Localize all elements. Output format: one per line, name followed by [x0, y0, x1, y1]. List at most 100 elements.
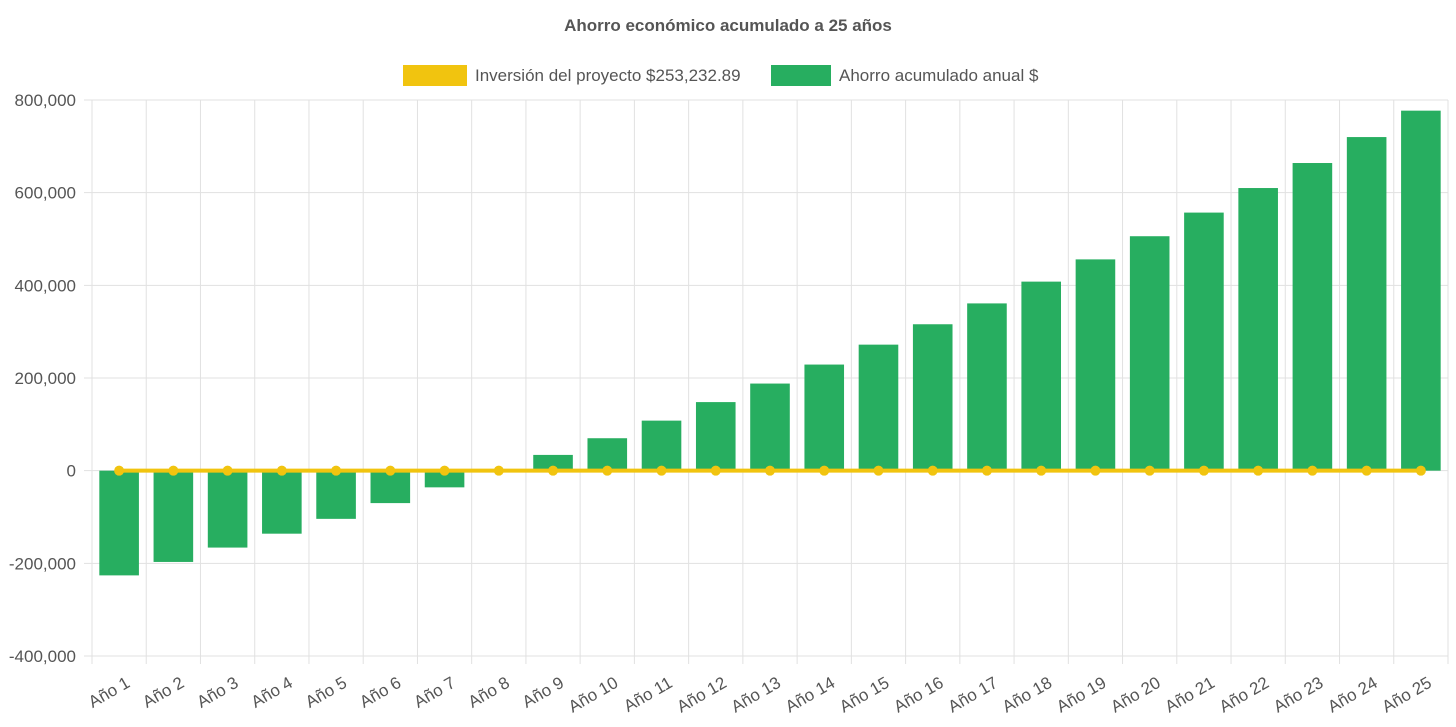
investment-point[interactable]	[927, 465, 938, 476]
x-tick-label: Año 7	[411, 673, 459, 712]
investment-point[interactable]	[1090, 465, 1101, 476]
x-tick-label: Año 1	[85, 673, 133, 712]
investment-point[interactable]	[222, 465, 233, 476]
legend-swatch-savings	[771, 65, 831, 86]
legend: Inversión del proyecto $253,232.89 Ahorr…	[403, 65, 1039, 86]
bar[interactable]	[316, 470, 356, 519]
x-tick-label: Año 4	[248, 673, 296, 712]
x-tick: Año 19	[1053, 673, 1109, 716]
investment-point[interactable]	[1036, 465, 1047, 476]
bar[interactable]	[858, 344, 899, 471]
bar[interactable]	[370, 470, 411, 504]
investment-point[interactable]	[1144, 465, 1155, 476]
investment-point[interactable]	[114, 465, 125, 476]
line-series	[114, 465, 1426, 476]
investment-point[interactable]	[819, 465, 830, 476]
investment-point[interactable]	[981, 465, 992, 476]
bar[interactable]	[1021, 281, 1061, 471]
x-tick: Año 25	[1379, 673, 1435, 716]
bar-series	[99, 110, 1441, 576]
legend-label-investment: Inversión del proyecto $253,232.89	[475, 66, 741, 85]
bar[interactable]	[1184, 212, 1224, 471]
y-tick-label: -400,000	[9, 647, 76, 666]
investment-point[interactable]	[331, 465, 342, 476]
investment-point[interactable]	[493, 465, 504, 476]
x-tick-label: Año 18	[999, 673, 1055, 716]
investment-point[interactable]	[710, 465, 721, 476]
x-tick: Año 13	[728, 673, 784, 716]
x-tick-label: Año 19	[1053, 673, 1109, 716]
investment-point[interactable]	[1198, 465, 1209, 476]
x-tick-label: Año 14	[782, 673, 838, 716]
bar[interactable]	[1346, 137, 1387, 471]
investment-point[interactable]	[1253, 465, 1264, 476]
bar[interactable]	[533, 454, 573, 471]
y-tick-label: 800,000	[15, 91, 76, 110]
x-tick-label: Año 21	[1162, 673, 1218, 716]
x-tick-label: Año 6	[356, 673, 404, 712]
x-tick: Año 9	[519, 673, 567, 712]
investment-point[interactable]	[439, 465, 450, 476]
bar[interactable]	[912, 324, 953, 471]
legend-item-savings[interactable]: Ahorro acumulado anual $	[771, 65, 1039, 86]
x-tick: Año 8	[465, 673, 513, 712]
bar[interactable]	[695, 402, 736, 471]
x-tick-label: Año 5	[302, 673, 350, 712]
bar[interactable]	[207, 470, 248, 548]
bar[interactable]	[1129, 236, 1170, 471]
x-tick: Año 17	[945, 673, 1001, 716]
x-tick-label: Año 13	[728, 673, 784, 716]
y-tick-label: -200,000	[9, 554, 76, 573]
x-axis: Año 1 Año 2 Año 3 Año 4 Año 5 Año 6 Año 7 Año 8…	[85, 673, 1435, 716]
y-tick-label: 400,000	[15, 276, 76, 295]
investment-point[interactable]	[276, 465, 287, 476]
investment-point[interactable]	[873, 465, 884, 476]
investment-point[interactable]	[1415, 465, 1426, 476]
bar[interactable]	[750, 383, 790, 471]
investment-point[interactable]	[1361, 465, 1372, 476]
x-tick-label: Año 16	[891, 673, 947, 716]
bar[interactable]	[1075, 259, 1116, 471]
bar[interactable]	[1401, 110, 1441, 471]
y-tick-label: 200,000	[15, 369, 76, 388]
x-tick: Año 6	[356, 673, 404, 712]
investment-point[interactable]	[1307, 465, 1318, 476]
bar[interactable]	[587, 438, 628, 471]
bar[interactable]	[99, 470, 139, 576]
investment-point[interactable]	[765, 465, 775, 476]
x-tick-label: Año 9	[519, 673, 567, 712]
investment-point[interactable]	[385, 465, 396, 476]
legend-item-investment[interactable]: Inversión del proyecto $253,232.89	[403, 65, 741, 86]
x-tick-label: Año 3	[194, 673, 242, 712]
bar[interactable]	[262, 470, 302, 534]
x-tick: Año 21	[1162, 673, 1218, 716]
bar[interactable]	[641, 420, 682, 471]
x-tick: Año 15	[836, 673, 892, 716]
x-tick: Año 4	[248, 673, 296, 712]
legend-swatch-investment	[403, 65, 467, 86]
bar[interactable]	[1292, 163, 1333, 471]
x-tick: Año 24	[1324, 673, 1380, 716]
bar[interactable]	[1238, 188, 1278, 471]
investment-point[interactable]	[548, 465, 559, 476]
x-tick-label: Año 10	[565, 673, 621, 716]
investment-point[interactable]	[656, 465, 667, 476]
x-tick-label: Año 25	[1379, 673, 1435, 716]
chart-title: Ahorro económico acumulado a 25 años	[564, 16, 892, 35]
x-tick-label: Año 15	[836, 673, 892, 716]
bar[interactable]	[967, 303, 1007, 471]
x-tick: Año 16	[891, 673, 947, 716]
investment-point[interactable]	[168, 465, 179, 476]
y-tick-label: 0	[67, 462, 76, 481]
investment-point[interactable]	[602, 465, 613, 476]
x-tick-label: Año 11	[620, 673, 675, 716]
bar[interactable]	[153, 470, 194, 562]
bar[interactable]	[424, 470, 465, 488]
x-tick-label: Año 17	[945, 673, 1001, 716]
bar[interactable]	[804, 364, 845, 471]
x-tick-label: Año 12	[674, 673, 730, 716]
legend-label-savings: Ahorro acumulado anual $	[839, 66, 1039, 85]
x-tick: Año 12	[674, 673, 730, 716]
